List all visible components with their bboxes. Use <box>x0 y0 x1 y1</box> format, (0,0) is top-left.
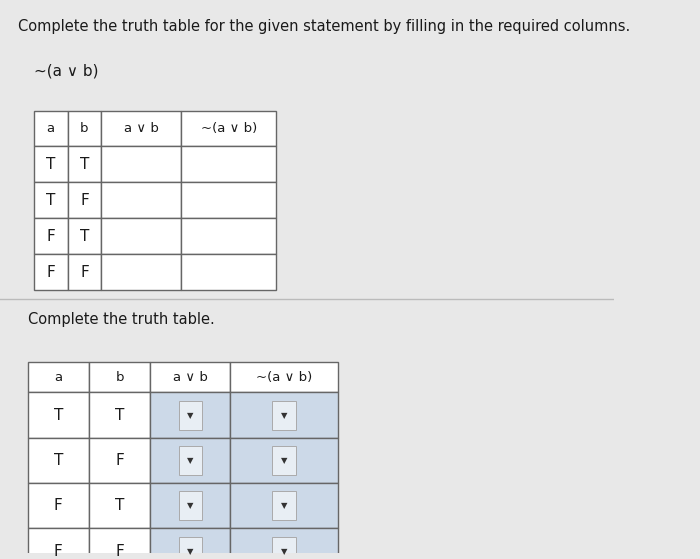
Text: ▼: ▼ <box>187 456 194 465</box>
Text: F: F <box>54 498 63 513</box>
Bar <box>34 111 67 146</box>
Text: ~(a ∨ b): ~(a ∨ b) <box>256 371 312 384</box>
Bar <box>178 401 202 429</box>
Text: ~(a ∨ b): ~(a ∨ b) <box>34 64 98 79</box>
Bar <box>230 392 337 438</box>
Bar <box>272 401 295 429</box>
Text: T: T <box>115 408 125 423</box>
Bar <box>27 362 89 392</box>
Bar <box>102 146 181 182</box>
Bar <box>34 146 67 182</box>
Bar <box>27 392 89 438</box>
Bar <box>89 392 150 438</box>
Bar <box>67 146 102 182</box>
Bar <box>150 483 230 528</box>
Text: a: a <box>47 122 55 135</box>
Bar <box>181 254 276 290</box>
Bar <box>230 438 337 483</box>
Bar <box>89 528 150 559</box>
Text: a ∨ b: a ∨ b <box>124 122 159 135</box>
Text: b: b <box>80 122 89 135</box>
Bar <box>178 537 202 559</box>
Bar <box>89 438 150 483</box>
Bar <box>181 182 276 219</box>
Bar <box>272 491 295 520</box>
Text: ▼: ▼ <box>187 411 194 420</box>
Bar <box>102 182 181 219</box>
Text: T: T <box>80 229 89 244</box>
Text: ▼: ▼ <box>187 547 194 556</box>
Bar <box>102 111 181 146</box>
Bar <box>181 219 276 254</box>
Text: F: F <box>116 544 124 558</box>
Bar <box>150 528 230 559</box>
Bar <box>67 219 102 254</box>
Text: ▼: ▼ <box>187 501 194 510</box>
Bar <box>181 111 276 146</box>
Text: T: T <box>115 498 125 513</box>
Bar <box>89 362 150 392</box>
Bar <box>272 446 295 475</box>
Bar <box>272 537 295 559</box>
Bar <box>67 182 102 219</box>
Text: F: F <box>116 453 124 468</box>
Bar <box>181 146 276 182</box>
Text: T: T <box>46 193 55 208</box>
Bar <box>150 438 230 483</box>
Bar <box>150 362 230 392</box>
Bar <box>67 111 102 146</box>
Bar <box>230 483 337 528</box>
Bar <box>34 219 67 254</box>
Text: T: T <box>54 453 63 468</box>
Text: a: a <box>55 371 62 384</box>
Text: ▼: ▼ <box>281 411 287 420</box>
Text: F: F <box>80 265 89 280</box>
Bar <box>27 528 89 559</box>
Bar <box>102 254 181 290</box>
Text: F: F <box>54 544 63 558</box>
Bar <box>230 362 337 392</box>
Bar <box>34 254 67 290</box>
Text: a ∨ b: a ∨ b <box>173 371 208 384</box>
Text: ▼: ▼ <box>281 456 287 465</box>
Bar <box>67 254 102 290</box>
Text: Complete the truth table for the given statement by filling in the required colu: Complete the truth table for the given s… <box>18 20 631 34</box>
Text: F: F <box>46 265 55 280</box>
Text: Complete the truth table.: Complete the truth table. <box>27 312 214 328</box>
Text: T: T <box>46 157 55 172</box>
Bar <box>34 182 67 219</box>
Bar <box>102 219 181 254</box>
Bar <box>89 483 150 528</box>
Text: ~(a ∨ b): ~(a ∨ b) <box>201 122 257 135</box>
Text: T: T <box>54 408 63 423</box>
Bar <box>230 528 337 559</box>
Bar <box>178 446 202 475</box>
Text: F: F <box>80 193 89 208</box>
Text: ▼: ▼ <box>281 501 287 510</box>
Bar <box>178 491 202 520</box>
Text: T: T <box>80 157 89 172</box>
Bar <box>27 483 89 528</box>
Bar <box>150 392 230 438</box>
Text: b: b <box>116 371 124 384</box>
Text: F: F <box>46 229 55 244</box>
Bar <box>27 438 89 483</box>
Text: ▼: ▼ <box>281 547 287 556</box>
